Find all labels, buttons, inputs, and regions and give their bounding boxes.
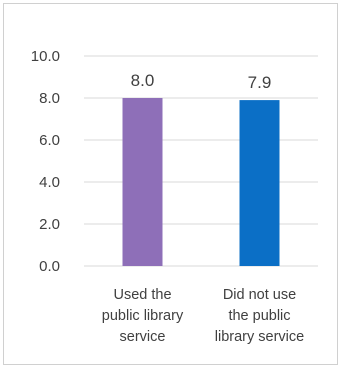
category-label: Did not use <box>223 287 296 303</box>
y-tick-label: 8.0 <box>39 90 60 107</box>
category-label: public library <box>102 308 184 324</box>
data-label: 8.0 <box>131 71 155 90</box>
data-labels: 8.0 7.9 <box>131 71 272 92</box>
chart-frame <box>3 3 338 365</box>
category-label: service <box>120 329 166 345</box>
y-tick-label: 0.0 <box>39 258 60 275</box>
bars <box>122 98 280 266</box>
category-label: Used the <box>113 287 171 303</box>
y-axis-ticks: 0.0 2.0 4.0 6.0 8.0 10.0 <box>31 48 60 275</box>
y-tick-label: 6.0 <box>39 132 60 149</box>
bar <box>122 98 163 266</box>
y-tick-label: 10.0 <box>31 48 60 65</box>
gridlines <box>84 55 318 267</box>
bar <box>239 100 280 266</box>
category-labels: Used the public library service Did not use… <box>102 287 304 345</box>
category-label: the public <box>228 308 290 324</box>
category-label: library service <box>215 329 304 345</box>
y-tick-label: 4.0 <box>39 174 60 191</box>
y-tick-label: 2.0 <box>39 216 60 233</box>
data-label: 7.9 <box>248 73 272 92</box>
